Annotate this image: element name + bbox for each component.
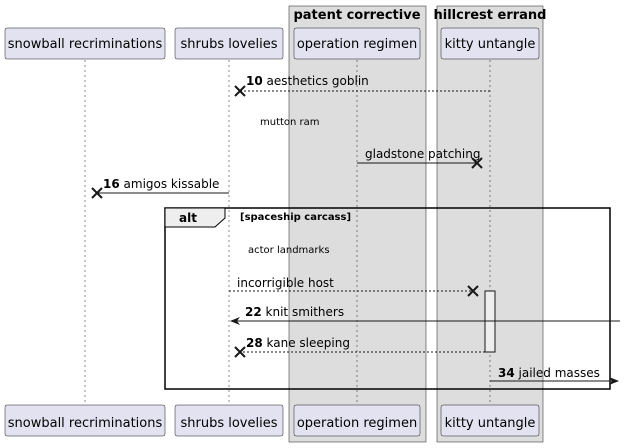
destroy-cross-icon	[234, 85, 246, 97]
destroy-cross-icon	[91, 187, 103, 199]
participant-operation-regimen-footer[interactable]: operation regimen	[293, 404, 421, 437]
message-aesthetics-goblin[interactable]: 10 aesthetics goblin	[234, 74, 490, 97]
svg-text:34 jailed masses: 34 jailed masses	[498, 366, 600, 380]
message-label: incorrigible host	[237, 276, 334, 290]
message-jailed-masses[interactable]: 34 jailed masses	[490, 366, 619, 385]
message-label: jailed masses	[518, 366, 600, 380]
svg-text:22 knit smithers: 22 knit smithers	[245, 305, 344, 319]
message-incorrigible-host[interactable]: incorrigible host	[229, 276, 479, 297]
participant-kitty-untangle[interactable]: kitty untangle	[440, 27, 540, 60]
svg-text:16 amigos kissable: 16 amigos kissable	[103, 177, 219, 191]
participant-shrubs-lovelies[interactable]: shrubs lovelies	[174, 27, 284, 60]
participant-label: operation regimen	[297, 37, 417, 52]
fragment-operator: alt	[179, 211, 197, 225]
message-knit-smithers[interactable]: 22 knit smithers	[230, 305, 620, 325]
participant-snowball-recriminations[interactable]: snowball recriminations	[4, 27, 166, 60]
message-amigos-kissable[interactable]: 16 amigos kissable	[91, 177, 229, 199]
destroy-cross-icon	[471, 157, 483, 169]
participant-label: shrubs lovelies	[180, 37, 277, 52]
sequence-number: 16	[103, 177, 120, 191]
destroy-cross-icon	[234, 346, 246, 358]
sequence-number: 22	[245, 305, 262, 319]
delay-label: mutton ram	[260, 117, 320, 128]
participant-operation-regimen[interactable]: operation regimen	[293, 27, 421, 60]
group-patent-corrective: patent corrective	[288, 5, 427, 443]
participant-kitty-untangle-footer[interactable]: kitty untangle	[440, 404, 540, 437]
participant-label: snowball recriminations	[8, 37, 163, 52]
message-label: aesthetics goblin	[267, 74, 369, 88]
sequence-number: 28	[246, 336, 263, 350]
alt-fragment: alt [spaceship carcass]	[164, 207, 611, 390]
participant-label: kitty untangle	[445, 416, 536, 431]
group-hillcrest-errand: hillcrest errand	[433, 5, 547, 443]
sequence-number: 34	[498, 366, 515, 380]
participant-shrubs-lovelies-footer[interactable]: shrubs lovelies	[174, 404, 284, 437]
group-label: patent corrective	[293, 8, 420, 23]
message-label: knit smithers	[266, 305, 345, 319]
participant-label: snowball recriminations	[8, 416, 163, 431]
group-label: hillcrest errand	[433, 8, 546, 23]
participant-label: kitty untangle	[445, 37, 536, 52]
svg-text:28 kane sleeping: 28 kane sleeping	[246, 336, 350, 350]
fragment-condition: [spaceship carcass]	[240, 212, 351, 223]
participant-label: operation regimen	[297, 416, 417, 431]
sequence-number: 10	[246, 74, 263, 88]
message-label: kane sleeping	[267, 336, 350, 350]
participant-snowball-recriminations-footer[interactable]: snowball recriminations	[4, 404, 166, 437]
message-kane-sleeping[interactable]: 28 kane sleeping	[234, 336, 485, 358]
message-gladstone-patching[interactable]: gladstone patching	[357, 147, 483, 169]
message-label: gladstone patching	[365, 147, 480, 161]
message-label: amigos kissable	[124, 177, 220, 191]
delay-label: actor landmarks	[248, 245, 330, 256]
participant-label: shrubs lovelies	[180, 416, 277, 431]
svg-text:10 aesthetics goblin: 10 aesthetics goblin	[246, 74, 369, 88]
destroy-cross-icon	[467, 285, 479, 297]
